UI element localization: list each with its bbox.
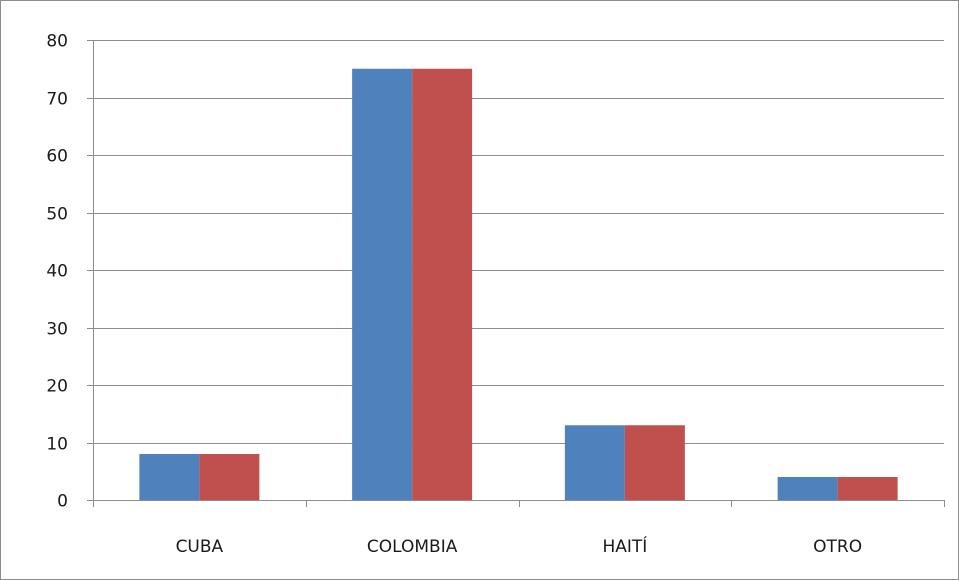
- y-tick-label: 0: [57, 492, 68, 512]
- x-tick-label: CUBA: [176, 537, 224, 557]
- y-tick-label: 60: [46, 147, 68, 167]
- y-tick-label: 40: [46, 262, 68, 282]
- y-tick-label: 50: [46, 205, 68, 225]
- y-tick-label: 20: [46, 377, 68, 397]
- gridlines: [93, 40, 944, 444]
- x-tick-label: HAITÍ: [602, 535, 647, 557]
- x-tick-label: OTRO: [813, 537, 862, 557]
- y-tick-label: 80: [46, 32, 68, 52]
- y-tick-label: 10: [46, 435, 68, 455]
- x-tick-label: COLOMBIA: [367, 537, 458, 557]
- bar-haití-series-1: [564, 425, 625, 500]
- bar-colombia-series-2: [412, 68, 473, 500]
- y-tick-label: 70: [46, 90, 68, 110]
- bar-colombia-series-1: [352, 68, 413, 500]
- bar-otro-series-2: [837, 477, 898, 500]
- bar-cuba-series-2: [199, 454, 260, 500]
- bars: [139, 68, 898, 500]
- y-tick-labels: 0 10 20 30 40 50 60 70 80: [46, 32, 68, 512]
- bar-haití-series-2: [624, 425, 685, 500]
- x-tick-labels: CUBA COLOMBIA HAITÍ OTRO: [176, 535, 863, 557]
- bar-cuba-series-1: [139, 454, 200, 500]
- axes: [87, 40, 945, 507]
- y-tick-label: 30: [46, 320, 68, 340]
- bar-otro-series-1: [777, 477, 838, 500]
